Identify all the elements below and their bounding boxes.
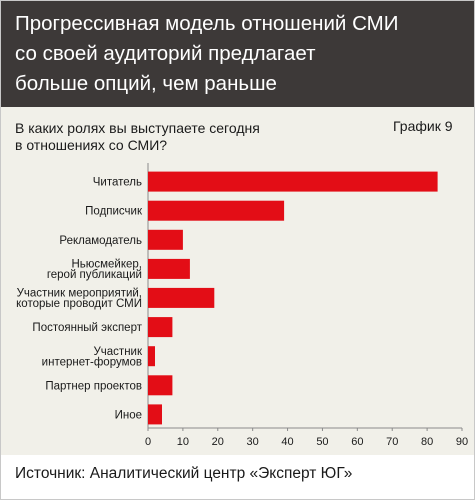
x-tick-label: 30 [247,436,259,448]
category-label-line: Подписчик [85,206,143,218]
chart-question-line-2: в отношениях со СМИ? [15,137,168,153]
category-label-line: герой публикаций [47,269,142,281]
category-label: Иное [115,409,142,421]
category-label-line: Участник [93,346,142,358]
bar [148,375,173,396]
category-label-line: Постоянный эксперт [32,322,142,334]
x-tick-label: 40 [281,436,293,448]
category-label-line: Партнер проектов [45,380,142,392]
x-tick-label: 70 [386,436,398,448]
category-label: Партнер проектов [45,380,142,392]
category-label: Ньюсмейкер, герой публикаций [47,259,142,282]
source-bar: Источник: Аналитический центр «Эксперт Ю… [1,455,474,499]
bar [148,171,438,192]
x-tick-label: 0 [145,436,151,448]
bar [148,200,285,221]
category-label: Участник мероприятий, которые проводит СМ… [16,288,142,311]
title-line-2: со своей аудиторий предлагает [15,42,316,65]
title-line-1: Прогрессивная модель отношений СМИ [15,12,399,35]
category-label-line: Участник мероприятий, [17,288,142,300]
x-tick-label: 20 [212,436,224,448]
category-label: Подписчик [85,206,143,218]
category-label: Рекламодатель [59,235,142,247]
category-label-line: Читатель [93,177,142,189]
bar [148,287,215,308]
category-label-line: Рекламодатель [59,235,142,247]
bar [148,229,183,250]
category-label: Читатель [93,177,142,189]
x-tick-label: 80 [421,436,433,448]
category-label-line: Ньюсмейкер, [71,259,142,271]
bar-chart: Читатель Подписчик Рекламодатель Ньюсмейкер… [16,163,468,448]
category-label-line: которые проводит СМИ [16,298,142,310]
chart-question-line-1: В каких ролях вы выступаете сегодня [15,120,260,136]
x-tick-label: 60 [351,436,363,448]
bar [148,258,190,279]
category-label-line: Иное [115,409,142,421]
title-line-3: больше опций, чем раньше [15,72,277,95]
x-tick-label: 10 [177,436,189,448]
chart-number: График 9 [393,118,453,134]
category-label: Постоянный эксперт [32,322,142,334]
bar [148,346,155,367]
source-text: Источник: Аналитический центр «Эксперт Ю… [15,465,353,482]
bar [148,404,162,425]
x-tick-label: 50 [316,436,328,448]
category-label: Участник интернет-форумов [42,346,143,369]
x-tick-label: 90 [456,436,468,448]
chart-header: Прогрессивная модель отношений СМИ со св… [1,1,474,107]
bar [148,317,173,338]
category-label-line: интернет-форумов [42,356,142,368]
